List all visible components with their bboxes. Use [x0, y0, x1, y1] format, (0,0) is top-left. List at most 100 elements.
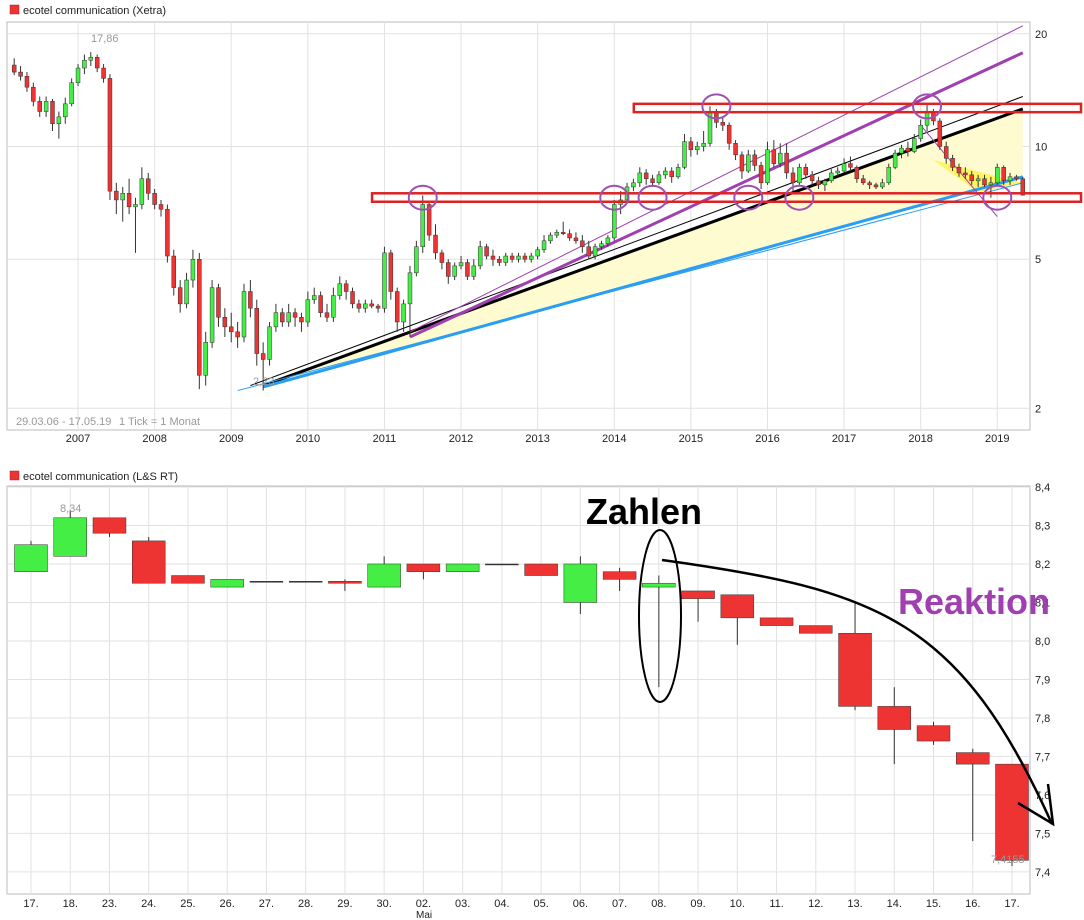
top-candle	[126, 178, 132, 215]
reaktion-arrowhead	[1017, 783, 1055, 827]
bottom-candle-body	[210, 579, 244, 588]
top-candle	[612, 199, 617, 241]
top-candle	[643, 169, 649, 185]
top-highlight-circle	[599, 184, 630, 211]
top-candle	[350, 287, 355, 309]
top-candle-body	[867, 182, 872, 186]
bottom-x-tick-label: 02.	[416, 898, 431, 910]
top-candle	[343, 280, 349, 300]
top-candle	[758, 161, 764, 190]
top-candle-body	[975, 178, 981, 182]
top-candle-body	[216, 287, 221, 318]
top-candle	[31, 82, 36, 107]
top-candle-body	[726, 124, 732, 144]
top-candle	[1014, 174, 1019, 181]
top-candle	[950, 154, 955, 172]
top-candle-body	[918, 124, 923, 139]
bottom-candle-body	[681, 590, 715, 599]
top-x-tick-label: 2007	[66, 433, 90, 445]
top-x-tick-label: 2014	[602, 433, 626, 445]
bottom-candle	[799, 625, 833, 634]
top-candle-body	[797, 167, 802, 184]
bottom-x-tick-label: 28.	[298, 898, 313, 910]
top-candle	[254, 299, 259, 366]
top-candle-body	[892, 152, 898, 168]
bottom-candle-body	[524, 563, 558, 576]
top-x-tick-label: 2011	[373, 433, 397, 445]
top-candle	[439, 249, 445, 270]
top-candle-body	[969, 174, 974, 182]
top-candle	[50, 98, 55, 132]
top-candle	[816, 176, 821, 190]
top-candle	[420, 195, 425, 253]
bottom-x-tick-label: 13.	[847, 898, 862, 910]
top-candle	[867, 180, 872, 190]
top-candle-body	[1001, 167, 1006, 182]
top-candle-body	[701, 143, 706, 147]
top-candle-body	[950, 158, 955, 168]
top-candle-body	[567, 233, 572, 239]
top-x-axis: 2007 2008 2009 2010 2011 2012 2013 2014 2015 2016…	[66, 433, 1010, 445]
top-candle-body	[31, 86, 36, 102]
top-candle-body	[343, 283, 349, 292]
bottom-candle	[563, 556, 598, 615]
top-candle	[369, 299, 374, 309]
top-candle-body	[133, 204, 138, 208]
top-candle	[280, 308, 285, 327]
bottom-x-tick-label: 06.	[573, 898, 588, 910]
top-candle-body	[426, 204, 432, 236]
top-candle-body	[573, 237, 579, 242]
top-candle	[695, 141, 700, 155]
bottom-candle	[995, 763, 1029, 866]
bottom-candle-body	[759, 617, 794, 626]
top-candle	[94, 54, 100, 73]
top-candle-body	[982, 178, 987, 186]
top-candle	[905, 141, 911, 157]
top-candle	[892, 149, 898, 170]
bottom-candle	[524, 563, 558, 576]
bottom-candle	[681, 590, 715, 622]
bottom-candle-body	[995, 763, 1029, 861]
bottom-x-tick-label: 16.	[965, 898, 980, 910]
top-candle-body	[407, 272, 413, 305]
top-candle	[548, 232, 553, 244]
top-candle	[873, 182, 879, 190]
trendline-purple-trend	[409, 51, 1024, 339]
top-candle-body	[956, 167, 962, 174]
top-x-tick-label: 2016	[755, 433, 779, 445]
top-candle	[918, 119, 923, 142]
top-y-tick-label: 2	[1035, 403, 1041, 415]
top-candle	[229, 312, 234, 343]
top-candle-body	[541, 240, 547, 251]
top-candle	[197, 252, 202, 390]
top-candle-body	[873, 184, 879, 188]
top-candle	[311, 287, 317, 304]
top-candle-body	[841, 163, 847, 172]
bottom-candle	[877, 687, 912, 765]
top-candle-body	[94, 57, 100, 69]
top-candle	[682, 133, 687, 170]
bottom-x-tick-label: 23.	[102, 898, 117, 910]
top-candle-body	[305, 299, 311, 323]
top-candle-body	[739, 154, 745, 172]
bottom-candle	[406, 563, 441, 580]
top-candle	[522, 252, 528, 263]
top-candle	[943, 141, 949, 164]
bottom-candle-body	[642, 582, 676, 588]
top-candle	[324, 303, 330, 322]
top-candle	[286, 303, 291, 327]
top-candle	[554, 229, 560, 238]
bottom-legend-swatch	[9, 470, 20, 481]
bottom-candle	[916, 721, 951, 745]
top-candle	[11, 58, 17, 76]
top-candle	[726, 122, 732, 150]
top-candle-body	[905, 147, 911, 152]
top-candle-body	[171, 255, 177, 288]
bottom-y-tick-label: 7,5	[1035, 828, 1050, 840]
bottom-candle-body	[877, 706, 912, 730]
bottom-x-tick-label: 25.	[180, 898, 195, 910]
top-overlays	[370, 93, 1083, 211]
bottom-candle	[602, 567, 637, 591]
bottom-x-tick-label: 07.	[612, 898, 627, 910]
